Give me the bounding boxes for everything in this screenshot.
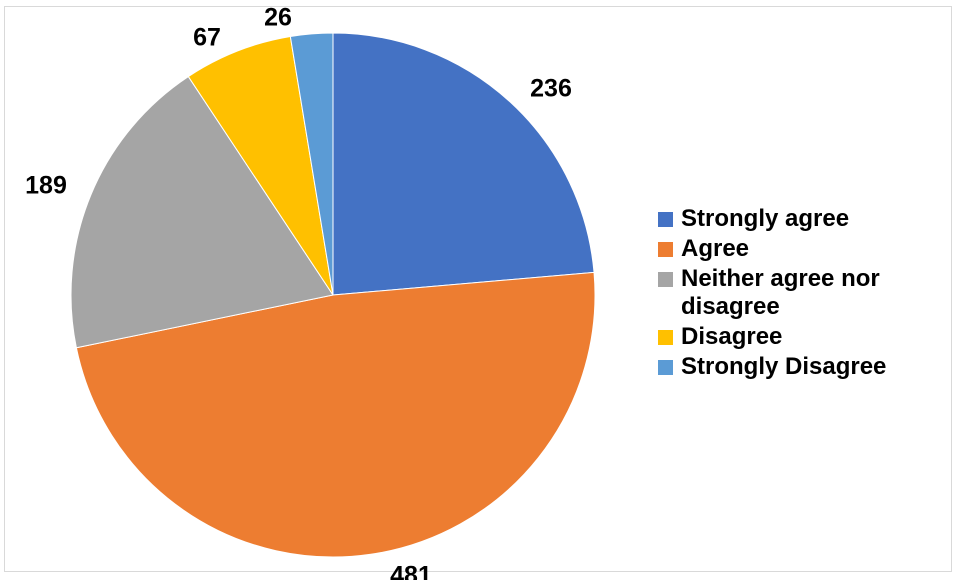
- legend-swatch: [658, 242, 673, 257]
- legend-item: Neither agree nor disagree: [658, 265, 954, 321]
- legend-swatch: [658, 272, 673, 287]
- data-label: 67: [193, 24, 221, 52]
- pie-slice: [289, 32, 334, 296]
- legend-label: Neither agree nor disagree: [681, 265, 880, 320]
- chart-legend: Strongly agree Agree Neither agree nor dis…: [658, 205, 954, 383]
- data-label: 481: [390, 562, 432, 580]
- pie-slice: [187, 35, 334, 296]
- pie-slice: [70, 75, 334, 349]
- legend-item: Strongly agree: [658, 205, 954, 233]
- pie-slice: [332, 32, 595, 296]
- legend-item: Agree: [658, 235, 954, 263]
- legend-label: Agree: [681, 235, 750, 262]
- data-label: 189: [25, 172, 67, 200]
- legend-swatch: [658, 330, 673, 345]
- legend-item: Disagree: [658, 323, 954, 351]
- legend-label: Disagree: [681, 323, 783, 350]
- pie-slices: [70, 32, 596, 558]
- legend-item: Strongly Disagree: [658, 353, 954, 381]
- legend-swatch: [658, 360, 673, 375]
- pie-data-labels: 236 481 189 67 26: [25, 4, 572, 580]
- pie-slice: [75, 271, 596, 558]
- data-label: 26: [264, 4, 292, 32]
- legend-label: Strongly agree: [681, 205, 850, 232]
- data-label: 236: [530, 75, 572, 103]
- legend-label: Strongly Disagree: [681, 353, 887, 380]
- legend-swatch: [658, 212, 673, 227]
